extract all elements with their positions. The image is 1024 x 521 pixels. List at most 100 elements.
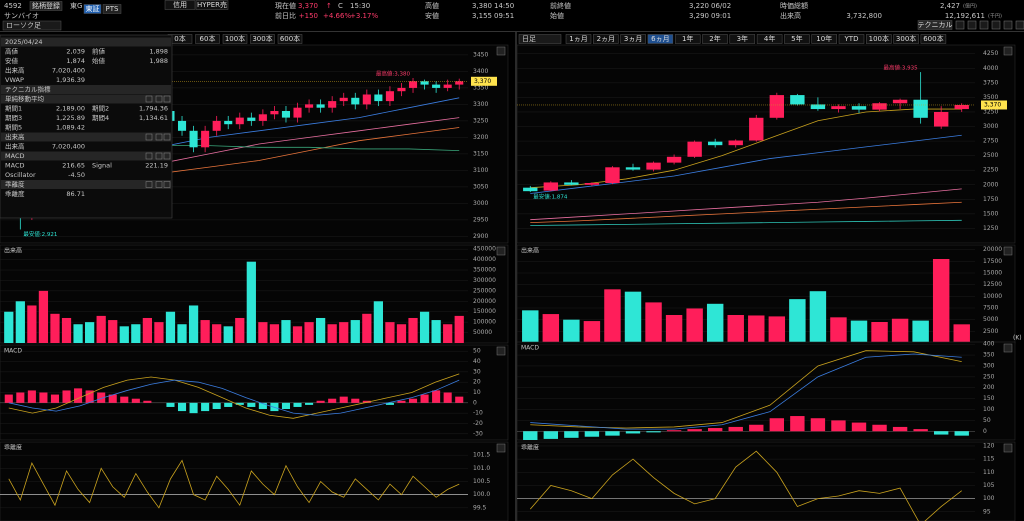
- volume-bar: [142, 317, 152, 343]
- y-tick-label: 50: [473, 348, 481, 355]
- right-range-button[interactable]: [811, 34, 837, 44]
- low-annotation: 最安値:1,874: [533, 193, 568, 201]
- right-range-button[interactable]: [729, 34, 756, 44]
- chart-kind: ローソク足: [6, 22, 41, 30]
- panel-cell: 安値: [5, 56, 19, 65]
- tool-icon[interactable]: [955, 20, 965, 30]
- right-range-button[interactable]: [838, 34, 865, 44]
- section-icon[interactable]: [163, 152, 171, 160]
- right-range-button[interactable]: [920, 34, 947, 44]
- volume-bar: [850, 320, 868, 343]
- left-range-button[interactable]: [222, 34, 248, 44]
- info-panel: [0, 34, 173, 219]
- chart-kind-dropdown[interactable]: [2, 20, 62, 31]
- close-button[interactable]: [1003, 246, 1013, 256]
- right-range-button[interactable]: [866, 34, 892, 44]
- panel-cell: 2,039: [66, 48, 85, 56]
- y-tick-label: 300000: [473, 277, 496, 284]
- panel-cell: 7,020,400: [52, 67, 85, 75]
- y-tick-label: 3250: [473, 117, 488, 124]
- macd-histogram: [362, 400, 371, 403]
- right-range-button[interactable]: [593, 34, 619, 44]
- section-icon[interactable]: [145, 181, 153, 188]
- volume-bar: [454, 315, 464, 343]
- interval-dropdown[interactable]: [518, 34, 562, 44]
- section-icon[interactable]: [155, 95, 163, 103]
- close-button[interactable]: [496, 443, 506, 453]
- close-button[interactable]: [1003, 443, 1013, 453]
- close-button[interactable]: [1003, 46, 1013, 56]
- macd-histogram: [189, 402, 198, 414]
- candle-body: [810, 104, 826, 110]
- candle-body: [339, 97, 348, 102]
- tool-icon[interactable]: [991, 20, 1001, 30]
- close-button[interactable]: [496, 346, 506, 356]
- section-header: [1, 85, 171, 94]
- left-range-button[interactable]: [250, 34, 275, 44]
- y-tick-label: -30: [473, 430, 483, 437]
- section-icon[interactable]: [145, 95, 153, 103]
- macd-histogram: [584, 431, 600, 437]
- panel-cell: 期間5: [5, 124, 22, 132]
- pts-button[interactable]: [102, 4, 122, 14]
- volume-bar: [246, 261, 256, 343]
- y-tick-label: 2500: [983, 328, 998, 335]
- volume-bar: [85, 322, 95, 343]
- right-range-button[interactable]: [893, 34, 919, 44]
- candle-body: [420, 81, 429, 85]
- tool-icon[interactable]: [1003, 20, 1013, 30]
- register-button[interactable]: [29, 1, 63, 11]
- close-button[interactable]: [496, 246, 506, 256]
- panel-cell: 期間2: [92, 105, 109, 113]
- volume-bar: [768, 316, 786, 343]
- volume-bar: [131, 324, 141, 343]
- y-tick-label: 3050: [473, 183, 488, 190]
- right-range-button[interactable]: [702, 34, 728, 44]
- tool-icon[interactable]: [967, 20, 977, 30]
- volume-bar: [891, 318, 909, 343]
- right-range: 2年: [709, 34, 720, 43]
- left-range-button[interactable]: [277, 34, 303, 44]
- volume-bar: [953, 324, 970, 343]
- section-icon[interactable]: [155, 181, 163, 188]
- left-range: 0本: [174, 34, 185, 43]
- panel-cell: 1,089.42: [56, 124, 85, 132]
- margin-button[interactable]: [164, 0, 196, 10]
- tool-icon[interactable]: [1015, 20, 1024, 30]
- candle-body: [625, 167, 641, 170]
- volume-bar: [269, 324, 280, 343]
- section-icon[interactable]: [155, 133, 163, 141]
- macd-histogram: [605, 431, 620, 436]
- right-range: 100本: [869, 34, 889, 43]
- section-icon[interactable]: [145, 133, 153, 141]
- right-range-button[interactable]: [756, 34, 783, 44]
- section-icon[interactable]: [155, 152, 163, 160]
- right-range-button[interactable]: [674, 34, 701, 44]
- header-low-label: 安値: [425, 11, 439, 20]
- right-range-button[interactable]: [565, 34, 592, 44]
- tool-icon[interactable]: [979, 20, 989, 30]
- hyper-button[interactable]: [195, 0, 229, 10]
- section-icon[interactable]: [145, 152, 153, 160]
- right-range-button[interactable]: [647, 34, 674, 44]
- volume-bar: [327, 324, 337, 343]
- left-range-button[interactable]: [195, 34, 220, 44]
- close-button[interactable]: [1003, 343, 1013, 353]
- panel-cell: 221.19: [145, 162, 168, 170]
- header-c-flag: C: [338, 2, 343, 10]
- close-button[interactable]: [496, 46, 506, 56]
- y-tick-label: 3000: [983, 123, 998, 130]
- header-change-label: 前日比: [275, 11, 296, 20]
- section-icon[interactable]: [163, 181, 171, 188]
- candle-body: [177, 120, 187, 131]
- y-tick-label: 4250: [983, 50, 998, 57]
- right-range: 3年: [737, 34, 748, 43]
- section-icon[interactable]: [163, 133, 171, 141]
- technical-button[interactable]: [917, 20, 953, 30]
- tse-button[interactable]: [83, 4, 102, 14]
- right-range-button[interactable]: [784, 34, 810, 44]
- right-range-button[interactable]: [620, 34, 646, 44]
- macd-histogram: [85, 390, 94, 403]
- section-icon[interactable]: [163, 95, 171, 103]
- panel-cell: Signal: [92, 162, 112, 170]
